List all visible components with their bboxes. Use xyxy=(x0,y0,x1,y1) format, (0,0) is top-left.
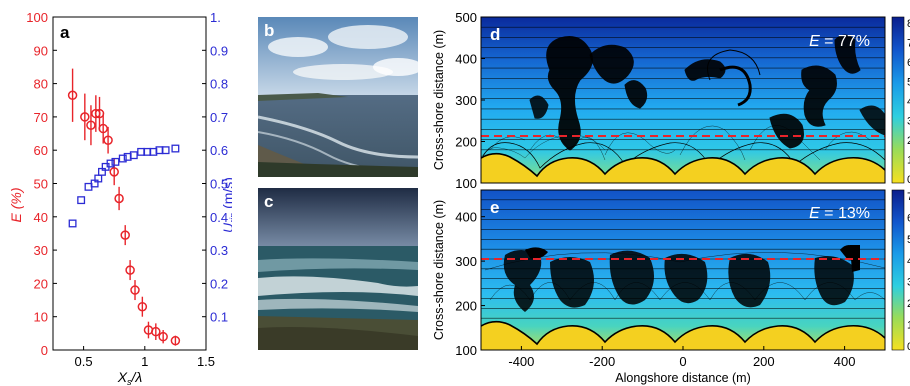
ytick-label: 300 xyxy=(455,93,477,108)
a-ytick-left-label: 0 xyxy=(41,343,48,358)
colorbar-tick-label: 7 xyxy=(907,191,910,203)
a-point-efficiency xyxy=(120,230,130,240)
a-point-efficiency xyxy=(130,285,140,295)
a-xtick-label: 0.5 xyxy=(75,354,93,369)
ytick-label: 400 xyxy=(455,52,477,67)
panel-a-ylabel-left: E (%) xyxy=(8,188,24,223)
a-point-efficiency xyxy=(137,301,148,312)
a-point-urip xyxy=(106,159,115,168)
ytick-label: 300 xyxy=(455,254,477,269)
colorbar-tick-label: 6 xyxy=(907,212,910,224)
a-point-efficiency xyxy=(151,326,161,337)
colorbar-tick-label: 7 xyxy=(907,38,910,50)
ytick-label: 200 xyxy=(455,135,477,150)
a-ytick-right-label: 0.3 xyxy=(210,243,228,258)
colorbar-tick-label: 2 xyxy=(907,298,910,310)
a-ytick-right-label: 0.9 xyxy=(210,43,228,58)
colorbar-tick-label: 3 xyxy=(907,277,910,289)
a-point-urip xyxy=(129,151,138,160)
a-point-urip xyxy=(171,144,180,153)
colorbar-tick-label: 4 xyxy=(907,96,910,108)
panel-d-label: d xyxy=(490,25,500,44)
a-ytick-left-label: 60 xyxy=(34,143,48,158)
a-point-efficiency xyxy=(158,331,168,342)
a-xtick-label: 1 xyxy=(141,354,148,369)
xtick-label: -400 xyxy=(508,354,534,369)
a-xtick-label: 1.5 xyxy=(197,354,215,369)
colorbar-tick-label: 6 xyxy=(907,57,910,69)
panel-a-ylabel-right: Urip (m/s) xyxy=(220,177,232,233)
xtick-label: 400 xyxy=(834,354,856,369)
a-point-urip xyxy=(77,196,86,205)
a-point-urip xyxy=(118,154,127,163)
a-ytick-left-label: 30 xyxy=(34,243,48,258)
a-point-efficiency xyxy=(86,120,96,130)
xtick-label: 200 xyxy=(753,354,775,369)
panel-a-label: a xyxy=(60,23,70,42)
a-point-urip xyxy=(68,219,77,228)
ytick-label: 500 xyxy=(455,10,477,25)
a-point-efficiency xyxy=(114,193,124,204)
panel-e-colorbar xyxy=(891,189,905,351)
a-point-efficiency xyxy=(103,135,113,145)
a-ytick-right-label: 0.1 xyxy=(210,310,228,325)
panel-e-ylabel: Cross-shore distance (m) xyxy=(432,200,446,340)
a-point-efficiency xyxy=(170,335,181,346)
a-ytick-left-label: 90 xyxy=(34,43,48,58)
panel-e-xlabel: Alongshore distance (m) xyxy=(615,371,750,385)
a-ytick-right-label: 0.4 xyxy=(210,210,228,225)
a-ytick-left-label: 10 xyxy=(34,310,48,325)
a-point-urip xyxy=(111,157,120,166)
a-ytick-left-label: 100 xyxy=(26,10,48,25)
a-ytick-left-label: 50 xyxy=(34,177,48,192)
colorbar-tick-label: 1 xyxy=(907,155,910,167)
colorbar-tick-label: 4 xyxy=(907,255,910,267)
panel-e-label: e xyxy=(490,198,499,217)
a-ytick-right-label: 0.8 xyxy=(210,77,228,92)
panel-a-chart: 0 10 20 30 40 50 60 70 80 90 100 0.1 0.2 0.3 0.4 0.5 0.… xyxy=(8,10,232,386)
a-ytick-left-label: 70 xyxy=(34,110,48,125)
a-ytick-left-label: 80 xyxy=(34,77,48,92)
a-point-urip xyxy=(161,146,170,155)
photo-b: b xyxy=(258,17,418,177)
panel-a-xlabel: Xs/λ xyxy=(117,369,143,386)
colorbar-tick-label: 2 xyxy=(907,135,910,147)
colorbar-tick-label: 3 xyxy=(907,116,910,128)
panel-e-annotation: E = 13% xyxy=(809,205,870,222)
ytick-label: 400 xyxy=(455,210,477,225)
a-ytick-left-label: 40 xyxy=(34,210,48,225)
xtick-label: -200 xyxy=(589,354,615,369)
a-point-efficiency xyxy=(67,90,78,101)
ytick-label: 100 xyxy=(455,343,477,358)
panel-d-ylabel: Cross-shore distance (m) xyxy=(432,30,446,170)
photo-c-label: c xyxy=(264,192,274,211)
a-point-efficiency xyxy=(80,112,90,122)
colorbar-tick-label: 1 xyxy=(907,320,910,332)
ytick-label: 100 xyxy=(455,176,477,191)
colorbar-tick-label: 5 xyxy=(907,234,910,246)
a-ytick-right-label: 0.5 xyxy=(210,177,228,192)
colorbar-tick-label: 0 xyxy=(907,174,910,186)
colorbar-tick-label: 0 xyxy=(907,341,910,353)
photo-c: c xyxy=(258,188,418,350)
a-ytick-right-label: 0.2 xyxy=(210,276,228,291)
photo-b-label: b xyxy=(264,21,275,40)
ytick-label: 200 xyxy=(455,299,477,314)
a-ytick-right-label: 0.7 xyxy=(210,110,228,125)
panel-d-annotation: E = 77% xyxy=(809,33,870,50)
colorbar-tick-label: 8 xyxy=(907,18,910,30)
panel-d-colorbar xyxy=(891,16,905,184)
colorbar-tick-label: 5 xyxy=(907,77,910,89)
a-ytick-right-label: 1. xyxy=(210,10,221,25)
a-point-efficiency xyxy=(98,123,108,134)
a-point-efficiency xyxy=(109,167,119,177)
a-point-efficiency xyxy=(125,265,135,275)
a-ytick-right-label: 0.6 xyxy=(210,143,228,158)
xtick-label: 0 xyxy=(679,354,686,369)
a-ytick-left-label: 20 xyxy=(34,276,48,291)
